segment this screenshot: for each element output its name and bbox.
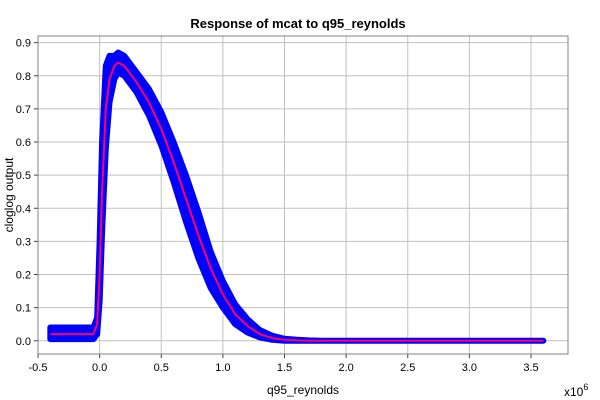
x-tick-label: 2.0 bbox=[338, 362, 353, 374]
y-ticks: 0.0 0.1 0.2 0.3 0.4 0.5 0.6 0.7 0.8 0.9 bbox=[16, 38, 38, 348]
y-axis-label: cloglog output bbox=[2, 157, 16, 232]
y-tick-label: 0.8 bbox=[16, 71, 31, 83]
grid-lines bbox=[37, 36, 568, 354]
y-tick-label: 0.7 bbox=[16, 104, 31, 116]
x-multiplier-exponent: 6 bbox=[583, 382, 588, 392]
x-tick-label: 0.0 bbox=[92, 362, 107, 374]
x-tick-label: 1.5 bbox=[277, 362, 292, 374]
mean-line-layer bbox=[50, 61, 544, 342]
chart-title: Response of mcat to q95_reynolds bbox=[190, 16, 405, 31]
y-tick-label: 0.0 bbox=[16, 336, 31, 348]
plot-frame bbox=[37, 35, 569, 355]
y-tick-label: 0.2 bbox=[16, 270, 31, 282]
x-tick-label: 0.5 bbox=[154, 362, 169, 374]
x-ticks: -0.5 0.0 0.5 1.0 1.5 2.0 2.5 3.0 3.5 bbox=[29, 354, 539, 374]
y-tick-label: 0.5 bbox=[16, 170, 31, 182]
x-multiplier-base: x10 bbox=[564, 385, 584, 399]
x-tick-label: 3.5 bbox=[523, 362, 538, 374]
x-tick-label: 2.5 bbox=[400, 362, 415, 374]
x-tick-label: -0.5 bbox=[29, 362, 48, 374]
x-multiplier-label: x106 bbox=[564, 382, 588, 399]
y-tick-label: 0.4 bbox=[16, 203, 31, 215]
x-tick-label: 3.0 bbox=[462, 362, 477, 374]
y-tick-label: 0.9 bbox=[16, 38, 31, 50]
y-tick-label: 0.6 bbox=[16, 137, 31, 149]
y-tick-label: 0.1 bbox=[16, 303, 31, 315]
x-tick-label: 1.0 bbox=[215, 362, 230, 374]
x-axis-label: q95_reynolds bbox=[267, 383, 339, 397]
y-tick-label: 0.3 bbox=[16, 236, 31, 248]
mean-response-line bbox=[50, 61, 544, 342]
